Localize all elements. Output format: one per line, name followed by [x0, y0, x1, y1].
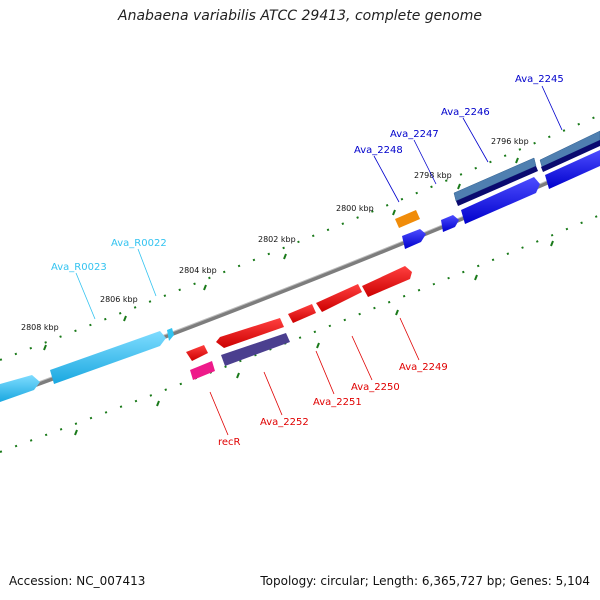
outer-tick-track [0, 114, 600, 361]
map-title: Anabaena variabilis ATCC 29413, complete… [118, 8, 482, 24]
gene-Ava_2250[interactable] [316, 284, 362, 312]
gene-Ava_2249[interactable] [362, 266, 412, 297]
kbp-label-2804: 2804 kbp [179, 266, 217, 275]
gene-Ava_R0022[interactable] [167, 328, 174, 341]
label-Ava_R0022: Ava_R0022 [111, 238, 167, 249]
outer-major-ticks [43, 157, 519, 351]
rna-leaders [75, 248, 157, 320]
kbp-label-2806: 2806 kbp [100, 295, 138, 304]
kbp-label-2798: 2798 kbp [414, 171, 452, 180]
gene-Ava_2252[interactable] [216, 318, 284, 348]
label-Ava_2252: Ava_2252 [260, 417, 309, 428]
gene-Ava_2251[interactable] [288, 304, 316, 323]
gene-small-blue-a[interactable] [441, 215, 459, 232]
label-Ava_2251: Ava_2251 [313, 397, 362, 408]
label-Ava_2249: Ava_2249 [399, 362, 448, 373]
gene-Ava_2245[interactable] [539, 130, 600, 168]
gene-forward-blue-long[interactable] [545, 150, 600, 189]
reverse-leaders [209, 317, 420, 436]
label-Ava_2248: Ava_2248 [354, 145, 403, 156]
label-Ava_2250: Ava_2250 [351, 382, 400, 393]
gene-purple[interactable] [221, 333, 290, 366]
kbp-label-2808: 2808 kbp [21, 323, 59, 332]
inner-tick-track [0, 214, 600, 453]
gene-Ava_2245-dark[interactable] [541, 140, 600, 172]
genome-summary-text: Topology: circular; Length: 6,365,727 bp… [260, 574, 590, 588]
inner-major-ticks [74, 240, 554, 436]
label-Ava_R0023: Ava_R0023 [51, 262, 107, 273]
gene-small-blue-b[interactable] [402, 229, 426, 249]
kbp-label-2802: 2802 kbp [258, 235, 296, 244]
gene-Ava_2246-dark[interactable] [456, 166, 538, 206]
label-Ava_2247: Ava_2247 [390, 129, 439, 140]
gene-Ava_2248[interactable] [395, 210, 420, 228]
label-Ava_2246: Ava_2246 [441, 107, 490, 118]
label-recR: recR [218, 437, 241, 448]
gene-Ava_R0023[interactable] [50, 331, 166, 384]
kbp-label-2796: 2796 kbp [491, 137, 529, 146]
gene-Ava_2247[interactable] [461, 177, 540, 224]
gene-cyan-left[interactable] [0, 375, 40, 402]
kbp-label-2800: 2800 kbp [336, 204, 374, 213]
gene-red-small[interactable] [186, 345, 208, 361]
accession-text: Accession: NC_007413 [9, 574, 146, 588]
label-Ava_2245: Ava_2245 [515, 74, 564, 85]
gene-recR[interactable] [190, 361, 215, 380]
forward-leaders [373, 85, 563, 203]
